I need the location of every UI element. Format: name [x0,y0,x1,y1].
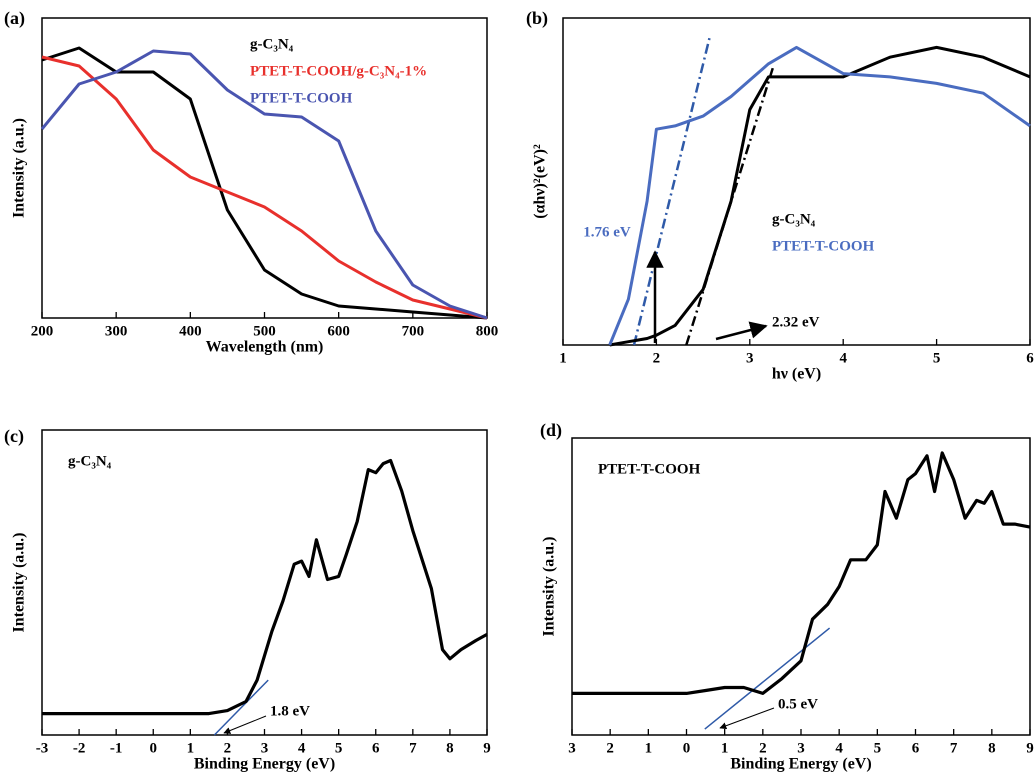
x-tick-label: 3 [746,350,754,366]
x-tick-label: -1 [110,740,123,756]
data-line [40,49,488,320]
legend-label: g-C₃N₄ [772,211,816,227]
x-tick-label: 0 [150,740,158,756]
x-tick-label: 8 [446,740,454,756]
plot-frame [41,429,488,736]
x-tick-label: 3 [797,740,805,756]
y-axis-label: Intensity (a.u.) [11,118,28,218]
data-line [609,45,1031,347]
x-tick-label: 3 [261,740,269,756]
x-tick-label: 7 [950,740,958,756]
x-tick-label: 2 [653,350,661,366]
x-axis-label: Wavelength (nm) [206,339,324,356]
panel-label: (a) [4,8,25,29]
x-axis-label: hν (eV) [772,366,821,383]
x-tick-label: 300 [105,323,128,339]
data-line [41,55,488,320]
arrow [223,715,267,734]
x-tick-label: 0 [683,740,691,756]
plot-frame [562,17,1031,346]
y-axis-label: Intensity (a.u.) [11,532,28,632]
legend-label: PTET-T-COOH [772,238,875,254]
x-tick-label: 2 [224,740,232,756]
legend-label: g-C₃N₄ [68,453,112,469]
legend-label: PTET-T-COOH [598,461,701,477]
arrow [715,321,768,341]
x-tick-label: 7 [409,740,417,756]
x-tick-label: 6 [1026,350,1034,366]
data-line [41,46,488,320]
x-axis-label: Binding Energy (eV) [194,756,335,773]
data-line [608,45,1031,346]
x-tick-label: 4 [839,350,847,366]
legend-label: g-C₃N₄ [250,36,294,52]
x-tick-label: -3 [36,740,49,756]
arrow [719,707,775,730]
x-tick-label: 600 [327,323,350,339]
annotation: 0.5 eV [778,696,818,712]
plot-frame [571,437,1031,736]
panel-label: (c) [4,426,24,447]
x-tick-label: 500 [253,323,276,339]
fit-line [632,37,711,346]
x-tick-label: 2 [606,740,614,756]
x-tick-label: 6 [372,740,380,756]
x-tick-label: 2 [759,740,767,756]
x-tick-label: 700 [402,323,425,339]
annotation: 1.8 eV [270,703,310,719]
x-tick-label: 1 [187,740,195,756]
x-tick-label: 3 [568,740,576,756]
x-tick-label: 6 [912,740,920,756]
x-tick-label: 4 [298,740,306,756]
x-tick-label: 5 [874,740,882,756]
x-tick-label: 1 [645,740,653,756]
x-tick-label: 8 [988,740,996,756]
x-tick-label: 9 [1026,740,1034,756]
x-tick-label: -2 [73,740,86,756]
panel-label: (d) [540,420,562,441]
annotation: 1.76 eV [583,224,631,240]
legend-label: PTET-T-COOH [250,90,353,106]
x-axis-label: Binding Energy (eV) [730,756,871,773]
x-tick-label: 5 [335,740,343,756]
y-axis-label: Intensity (a.u.) [541,536,558,636]
x-tick-label: 200 [31,323,54,339]
data-line [42,458,488,716]
fit-line [213,679,269,736]
x-tick-label: 9 [483,740,491,756]
panel-label: (b) [526,8,548,29]
legend-label: PTET-T-COOH/g-C₃N₄-1% [250,63,427,79]
y-axis-label: (αhν)²(eV)² [532,144,549,219]
fit-line [704,627,831,730]
x-tick-label: 400 [179,323,202,339]
x-tick-label: 1 [559,350,567,366]
x-tick-label: 5 [933,350,941,366]
annotation: 2.32 eV [772,314,820,330]
x-tick-label: 4 [835,740,843,756]
x-tick-label: 1 [721,740,729,756]
x-tick-label: 800 [476,323,499,339]
data-line [572,451,1031,695]
